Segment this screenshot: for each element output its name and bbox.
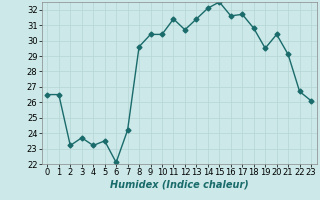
X-axis label: Humidex (Indice chaleur): Humidex (Indice chaleur) xyxy=(110,180,249,190)
